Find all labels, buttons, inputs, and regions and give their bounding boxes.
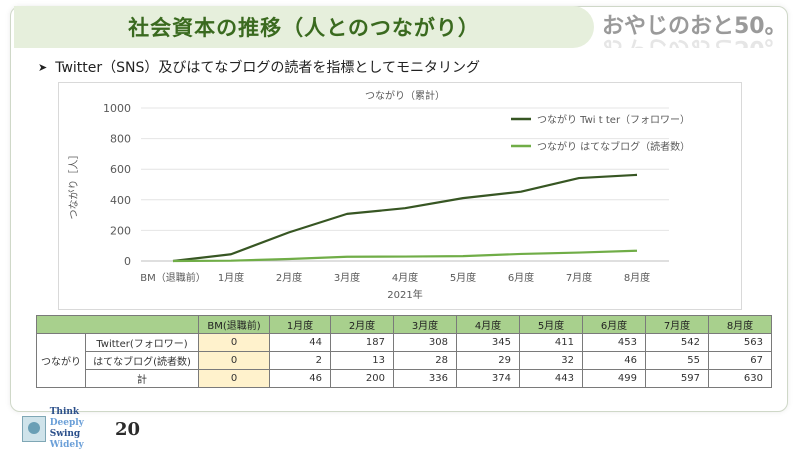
arrow-bullet-icon: ➤ — [38, 61, 47, 74]
line-chart: 0 200 400 600 800 1000 BM（退職前） 1月度 2月度 3月度 4月度 5月度 6… — [59, 83, 741, 309]
table-cell: 563 — [709, 334, 772, 352]
page-title: 社会資本の推移（人とのつながり） — [128, 12, 480, 42]
table-header-cell: 2月度 — [331, 316, 394, 334]
table-corner — [37, 316, 199, 334]
table-row: 計 0 46 200 336 374 443 499 597 630 — [37, 370, 772, 388]
x-tick-label: 3月度 — [334, 271, 360, 284]
brand-reflection: おやじのおと50。 — [602, 34, 787, 48]
y-tick-label: 200 — [110, 224, 131, 237]
table-cell: 2 — [270, 352, 331, 370]
legend-label: つながり はてなブログ（読者数） — [537, 140, 690, 153]
data-table: BM(退職前) 1月度 2月度 3月度 4月度 5月度 6月度 7月度 8月度 … — [36, 315, 772, 388]
table-header-cell: 1月度 — [270, 316, 331, 334]
table-header-cell: BM(退職前) — [199, 316, 270, 334]
table-cell: 200 — [331, 370, 394, 388]
table-cell: 411 — [520, 334, 583, 352]
logo-image-icon — [22, 416, 46, 442]
chart-area: 0 200 400 600 800 1000 BM（退職前） 1月度 2月度 3月度 4月度 5月度 6… — [58, 82, 742, 310]
y-tick-label: 800 — [110, 133, 131, 146]
legend-label: つながり Twi t ter（フォロワー） — [537, 113, 690, 126]
y-tick-label: 400 — [110, 194, 131, 207]
row-label: はてなブログ(読者数) — [86, 352, 199, 370]
table-cell: 336 — [394, 370, 457, 388]
table-cell: 308 — [394, 334, 457, 352]
table-header-cell: 7月度 — [646, 316, 709, 334]
x-tick-label: 7月度 — [566, 271, 592, 284]
logo-text: Think Deeply Swing Widely — [50, 407, 111, 451]
table-cell: 443 — [520, 370, 583, 388]
table-cell: 597 — [646, 370, 709, 388]
table-cell: 630 — [709, 370, 772, 388]
table-header-cell: 8月度 — [709, 316, 772, 334]
table-cell: 0 — [199, 352, 270, 370]
table-row: はてなブログ(読者数) 0 2 13 28 29 32 46 55 67 — [37, 352, 772, 370]
chart-title: つながり（累計） — [365, 89, 445, 102]
x-tick-label: 6月度 — [508, 271, 534, 284]
table-cell: 0 — [199, 370, 270, 388]
row-group-label: つながり — [37, 334, 86, 388]
logo-number: 20 — [115, 419, 140, 440]
footer-logo: Think Deeply Swing Widely 20 — [22, 414, 140, 444]
table-cell: 44 — [270, 334, 331, 352]
table-header-cell: 5月度 — [520, 316, 583, 334]
table-header-cell: 6月度 — [583, 316, 646, 334]
x-tick-label: 2月度 — [276, 271, 302, 284]
table-cell: 13 — [331, 352, 394, 370]
table-header-cell: 4月度 — [457, 316, 520, 334]
y-tick-label: 1000 — [103, 102, 131, 115]
table-cell: 46 — [583, 352, 646, 370]
table-cell: 67 — [709, 352, 772, 370]
x-tick-label: 5月度 — [450, 271, 476, 284]
table-cell: 32 — [520, 352, 583, 370]
series-line — [173, 251, 637, 261]
table-cell: 345 — [457, 334, 520, 352]
table-header-cell: 3月度 — [394, 316, 457, 334]
y-axis-label: つながり［人］ — [67, 150, 80, 220]
brand-logo: おやじのおと50。 おやじのおと50。 — [602, 8, 792, 48]
table-cell: 542 — [646, 334, 709, 352]
table-cell: 187 — [331, 334, 394, 352]
series-line — [173, 175, 637, 261]
x-tick-label: 8月度 — [624, 271, 650, 284]
table-cell: 46 — [270, 370, 331, 388]
title-banner: 社会資本の推移（人とのつながり） — [14, 6, 594, 48]
table-header-row: BM(退職前) 1月度 2月度 3月度 4月度 5月度 6月度 7月度 8月度 — [37, 316, 772, 334]
subtitle: ➤ Twitter（SNS）及びはてなブログの読者を指標としてモニタリング — [38, 57, 480, 77]
subtitle-text: Twitter（SNS）及びはてなブログの読者を指標としてモニタリング — [55, 57, 480, 77]
row-label: 計 — [86, 370, 199, 388]
table-cell: 499 — [583, 370, 646, 388]
table-cell: 0 — [199, 334, 270, 352]
x-tick-label: BM（退職前） — [140, 271, 206, 284]
x-axis-label: 2021年 — [387, 288, 422, 301]
table-cell: 29 — [457, 352, 520, 370]
table-cell: 374 — [457, 370, 520, 388]
row-label: Twitter(フォロワー) — [86, 334, 199, 352]
y-tick-label: 600 — [110, 163, 131, 176]
table-cell: 28 — [394, 352, 457, 370]
table-cell: 453 — [583, 334, 646, 352]
y-tick-label: 0 — [124, 255, 131, 268]
x-tick-label: 4月度 — [392, 271, 418, 284]
table-row: つながり Twitter(フォロワー) 0 44 187 308 345 411… — [37, 334, 772, 352]
x-tick-label: 1月度 — [218, 271, 244, 284]
table-cell: 55 — [646, 352, 709, 370]
